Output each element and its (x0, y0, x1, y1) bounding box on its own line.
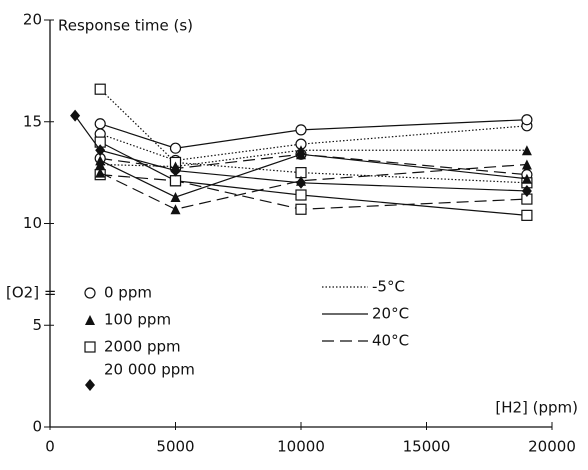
y-tick-label: 15 (23, 112, 42, 130)
marker (95, 167, 106, 178)
legend-label: 0 ppm (104, 284, 152, 302)
legend-label: 20°C (372, 305, 409, 323)
legend-marker (85, 379, 95, 391)
series-line (99, 141, 527, 216)
x-tick-label: 10000 (277, 438, 325, 456)
series-line (100, 153, 527, 176)
y-tick-label: 20 (23, 11, 42, 29)
legend-title: [O2] = (6, 284, 56, 302)
legend-label: 40°C (372, 332, 409, 350)
x-tick-label: 0 (45, 438, 55, 456)
marker (170, 204, 181, 215)
x-tick-label: 5000 (156, 438, 194, 456)
series-line (100, 149, 527, 168)
marker (296, 176, 306, 189)
legend-label: 100 ppm (104, 311, 171, 329)
legend-label: 20 000 ppm (104, 361, 195, 379)
marker (95, 144, 106, 157)
y-tick-label: 0 (32, 418, 42, 436)
marker (521, 184, 532, 197)
marker (94, 118, 106, 130)
series-line (100, 119, 527, 149)
marker (70, 109, 81, 122)
series-line (100, 125, 527, 162)
legend-label: 2000 ppm (104, 338, 181, 356)
series-line (99, 153, 527, 198)
x-tick-label: 20000 (528, 438, 576, 456)
marker (95, 155, 106, 166)
y-tick-label: 5 (32, 316, 42, 334)
legend-marker (85, 315, 95, 325)
y-axis-label: Response time (s) (58, 17, 193, 35)
x-tick-label: 15000 (403, 438, 451, 456)
series-line (100, 174, 527, 210)
marker (295, 203, 307, 215)
marker (296, 149, 306, 160)
marker (295, 189, 307, 201)
marker (521, 173, 532, 184)
marker (521, 209, 533, 221)
legend-label: -5°C (372, 278, 405, 296)
marker (169, 175, 182, 187)
x-axis-label: [H2] (ppm) (495, 399, 578, 417)
marker (521, 114, 533, 126)
series-line (99, 88, 527, 184)
legend-marker (84, 341, 96, 353)
marker (169, 142, 182, 154)
legend-marker (84, 287, 96, 299)
marker (521, 159, 532, 170)
marker (170, 164, 181, 177)
series-line (99, 163, 527, 210)
marker (94, 83, 106, 95)
marker (170, 192, 181, 203)
y-tick-label: 10 (23, 214, 42, 232)
marker (521, 145, 532, 156)
marker (295, 124, 307, 136)
